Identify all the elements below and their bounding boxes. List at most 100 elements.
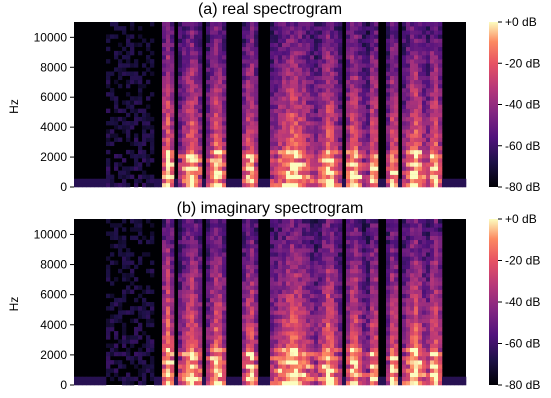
heatmap-cell [138,26,143,31]
heatmap-cell [198,306,203,311]
heatmap-cell [194,182,199,188]
heatmap-cell [242,331,247,336]
heatmap-cell [358,314,363,319]
heatmap-cell [198,83,203,89]
heatmap-cell [438,154,443,159]
heatmap-cell [274,268,279,274]
heatmap-cell [162,297,167,303]
heatmap-cell [210,318,215,324]
heatmap-cell [350,182,355,188]
heatmap-cell [418,343,423,348]
heatmap-cell [190,83,195,89]
heatmap-cell [354,182,359,188]
heatmap-cell [330,129,335,134]
heatmap-cell [242,55,247,60]
heatmap-cell [418,83,423,89]
heatmap-cell [282,75,287,81]
heatmap-cell [426,79,431,85]
heatmap-cell [270,310,275,315]
heatmap-cell [110,243,115,249]
heatmap-cell [406,310,411,315]
heatmap-cell [254,162,259,167]
heatmap-cell [242,22,247,27]
heatmap-cell [434,22,439,27]
heatmap-cell [422,170,427,175]
heatmap-cell [390,145,395,151]
heatmap-cell [110,121,115,126]
heatmap-cell [258,178,263,184]
heatmap-cell [278,104,283,109]
heatmap-cell [162,116,167,122]
heatmap-cell [350,96,355,101]
heatmap-cell [194,272,199,278]
heatmap-cell [406,50,411,56]
heatmap-cell [430,26,435,31]
heatmap-cell [242,121,247,126]
heatmap-cell [374,154,379,159]
heatmap-cell [422,335,427,340]
heatmap-cell [274,343,279,348]
heatmap-cell [294,314,299,319]
heatmap-cell [330,154,335,159]
heatmap-cell [270,162,275,167]
heatmap-cell [334,79,339,85]
heatmap-cell [314,174,319,180]
heatmap-cell [418,314,423,319]
heatmap-cell [406,264,411,270]
heatmap-cell [410,364,415,369]
heatmap-cell [346,360,351,365]
heatmap-cell [218,302,223,307]
heatmap-cell [162,285,167,290]
heatmap-cell [286,125,291,130]
heatmap-cell [162,162,167,167]
heatmap-cell [310,71,315,76]
heatmap-cell [218,219,223,224]
heatmap-cell [130,100,135,105]
heatmap-cell [330,108,335,114]
heatmap-cell [222,133,227,138]
heatmap-cell [334,88,339,93]
heatmap-cell [162,38,167,43]
heatmap-cell [246,83,251,89]
heatmap-cell [302,252,307,257]
heatmap-cell [206,335,211,340]
heatmap-cell [338,326,343,332]
heatmap-cell [358,166,363,171]
heatmap-cell [390,137,395,142]
heatmap-cell [294,137,299,142]
heatmap-cell [214,30,219,35]
heatmap-cell [178,260,183,265]
heatmap-cell [310,264,315,270]
heatmap-cell [286,158,291,163]
heatmap-cell [358,96,363,101]
heatmap-cell [250,170,255,175]
heatmap-cell [206,34,211,39]
heatmap-cell [330,141,335,147]
heatmap-cell [286,260,291,265]
heatmap-cell [414,158,419,163]
heatmap-cell [190,137,195,142]
heatmap-cell [246,318,251,324]
heatmap-cell [318,129,323,134]
heatmap-cell [374,121,379,126]
heatmap-cell [246,347,251,353]
heatmap-cell [190,154,195,159]
heatmap-cell [286,71,291,76]
heatmap-cell [326,46,331,52]
heatmap-cell [422,347,427,353]
heatmap-cell [254,121,259,126]
heatmap-cell [394,88,399,93]
heatmap-cell [242,351,247,357]
heatmap-cell [422,104,427,109]
heatmap-cell [422,59,427,64]
heatmap-cell [282,380,287,386]
heatmap-cell [330,26,335,31]
heatmap-cell [250,125,255,130]
heatmap-cell [182,372,187,377]
heatmap-cell [310,260,315,265]
heatmap-cell [198,372,203,377]
heatmap-cell [390,331,395,336]
heatmap-cell [170,293,175,299]
heatmap-cell [322,149,327,155]
heatmap-cell [186,219,191,224]
